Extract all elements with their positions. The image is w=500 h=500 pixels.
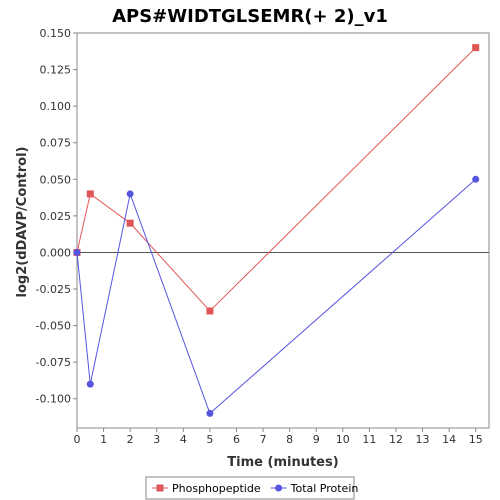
data-point (206, 409, 214, 417)
data-point (126, 219, 134, 227)
y-axis: -0.100 -0.075 -0.050 -0.025 0.000 0.025 0.050 0… (36, 27, 77, 406)
chart-title: APS#WIDTGLSEMR(+ 2)_v1 (112, 6, 388, 27)
data-point (126, 190, 134, 198)
legend-box (145, 476, 355, 500)
x-tick-label: 4 (180, 433, 187, 446)
x-tick-label: 13 (416, 433, 430, 446)
x-tick-label: 9 (313, 433, 320, 446)
x-tick-label: 2 (127, 433, 134, 446)
x-tick-label: 1 (100, 433, 107, 446)
data-point (86, 380, 94, 388)
x-tick-label: 14 (442, 433, 456, 446)
y-tick-label: -0.075 (36, 356, 71, 369)
y-tick-label: -0.050 (36, 320, 71, 333)
legend: Phosphopeptide Total Protein (145, 476, 359, 500)
y-tick-label: 0.100 (40, 100, 72, 113)
x-tick-label: 7 (260, 433, 267, 446)
series-layer (73, 44, 480, 417)
y-tick-label: -0.025 (36, 283, 71, 296)
legend-marker (156, 484, 164, 492)
data-point (472, 44, 480, 52)
x-tick-label: 15 (469, 433, 483, 446)
y-tick-label: 0.000 (40, 246, 72, 259)
y-tick-label: -0.100 (36, 393, 71, 406)
data-point (86, 190, 94, 198)
data-point (206, 307, 214, 315)
x-tick-label: 5 (206, 433, 213, 446)
legend-label: Total Protein (290, 482, 359, 495)
x-tick-label: 10 (336, 433, 350, 446)
x-tick-label: 0 (74, 433, 81, 446)
y-tick-label: 0.025 (40, 210, 72, 223)
x-tick-label: 3 (153, 433, 160, 446)
x-axis: 0 1 2 3 4 5 6 7 8 9 10 11 12 13 14 15 (74, 428, 483, 446)
legend-label: Phosphopeptide (172, 482, 261, 495)
y-tick-label: 0.050 (40, 173, 72, 186)
y-tick-label: 0.150 (40, 27, 72, 40)
y-axis-label: log2(dDAVP/Control) (15, 147, 30, 298)
y-tick-label: 0.075 (40, 137, 72, 150)
x-tick-label: 8 (286, 433, 293, 446)
y-tick-label: 0.125 (40, 64, 72, 77)
x-tick-label: 12 (389, 433, 403, 446)
plot-area (76, 32, 490, 429)
x-axis-label: Time (minutes) (227, 455, 338, 470)
data-point (73, 248, 81, 256)
legend-marker (275, 484, 283, 492)
data-point (472, 175, 480, 183)
x-tick-label: 6 (233, 433, 240, 446)
x-tick-label: 11 (362, 433, 376, 446)
